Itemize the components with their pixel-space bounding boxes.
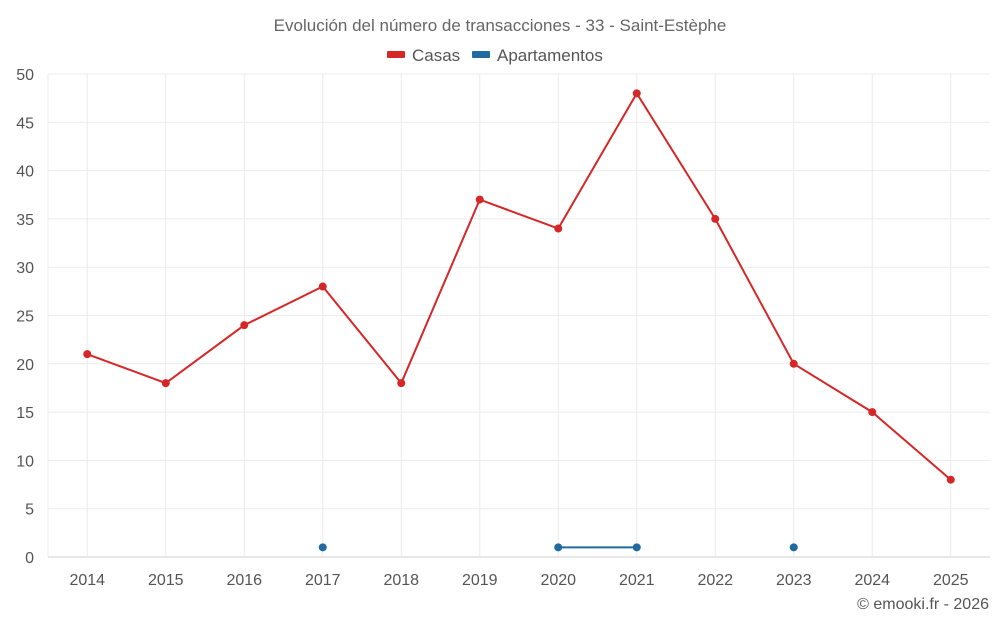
data-point-casas-2016[interactable] bbox=[240, 321, 249, 330]
x-tick-label: 2025 bbox=[933, 572, 969, 589]
data-point-casas-2019[interactable] bbox=[475, 195, 484, 204]
series-casas bbox=[83, 89, 955, 484]
y-tick-label: 10 bbox=[16, 453, 34, 470]
x-tick-label: 2023 bbox=[776, 572, 812, 589]
data-point-casas-2020[interactable] bbox=[554, 224, 563, 233]
x-tick-label: 2017 bbox=[305, 572, 341, 589]
gridlines bbox=[47, 73, 990, 558]
data-point-casas-2018[interactable] bbox=[397, 379, 406, 388]
legend-item-casas[interactable]: Casas bbox=[387, 46, 460, 65]
x-tick-label: 2020 bbox=[540, 572, 576, 589]
x-tick-label: 2015 bbox=[148, 572, 184, 589]
series-apartamentos bbox=[318, 543, 798, 552]
y-tick-label: 0 bbox=[25, 550, 34, 567]
y-tick-label: 5 bbox=[25, 502, 34, 519]
y-tick-label: 45 bbox=[16, 115, 34, 132]
legend-label-apartamentos: Apartamentos bbox=[497, 46, 603, 65]
data-point-casas-2023[interactable] bbox=[789, 359, 798, 368]
x-tick-label: 2014 bbox=[69, 572, 105, 589]
data-point-casas-2024[interactable] bbox=[868, 408, 877, 417]
x-tick-label: 2022 bbox=[697, 572, 733, 589]
y-tick-label: 20 bbox=[16, 357, 34, 374]
data-point-casas-2017[interactable] bbox=[318, 282, 327, 291]
legend-item-apartamentos[interactable]: Apartamentos bbox=[472, 46, 603, 65]
data-point-apartamentos-2023[interactable] bbox=[789, 543, 798, 552]
data-point-casas-2022[interactable] bbox=[711, 214, 720, 223]
y-tick-label: 30 bbox=[16, 260, 34, 277]
series-line-casas bbox=[86, 91, 952, 481]
data-point-casas-2015[interactable] bbox=[161, 379, 170, 388]
legend: Casas Apartamentos bbox=[387, 46, 603, 65]
x-tick-label: 2018 bbox=[383, 572, 419, 589]
y-tick-label: 15 bbox=[16, 405, 34, 422]
credit-text: © emooki.fr - 2026 bbox=[857, 596, 989, 613]
data-point-casas-2014[interactable] bbox=[83, 350, 92, 359]
x-tick-label: 2021 bbox=[619, 572, 655, 589]
y-tick-label: 50 bbox=[16, 67, 34, 84]
legend-label-casas: Casas bbox=[412, 46, 460, 65]
y-tick-label: 25 bbox=[16, 309, 34, 326]
x-tick-label: 2019 bbox=[462, 572, 498, 589]
data-point-apartamentos-2020[interactable] bbox=[554, 543, 563, 552]
y-tick-label: 35 bbox=[16, 212, 34, 229]
data-point-apartamentos-2021[interactable] bbox=[632, 543, 641, 552]
data-point-casas-2025[interactable] bbox=[946, 475, 955, 484]
legend-swatch-casas bbox=[387, 51, 405, 58]
data-point-apartamentos-2017[interactable] bbox=[318, 543, 327, 552]
data-point-casas-2021[interactable] bbox=[632, 89, 641, 98]
series bbox=[83, 89, 955, 552]
legend-swatch-apartamentos bbox=[472, 51, 490, 58]
x-tick-label: 2024 bbox=[854, 572, 890, 589]
chart-title: Evolución del número de transacciones - … bbox=[274, 16, 727, 35]
x-tick-label: 2016 bbox=[226, 572, 262, 589]
y-tick-label: 40 bbox=[16, 164, 34, 181]
